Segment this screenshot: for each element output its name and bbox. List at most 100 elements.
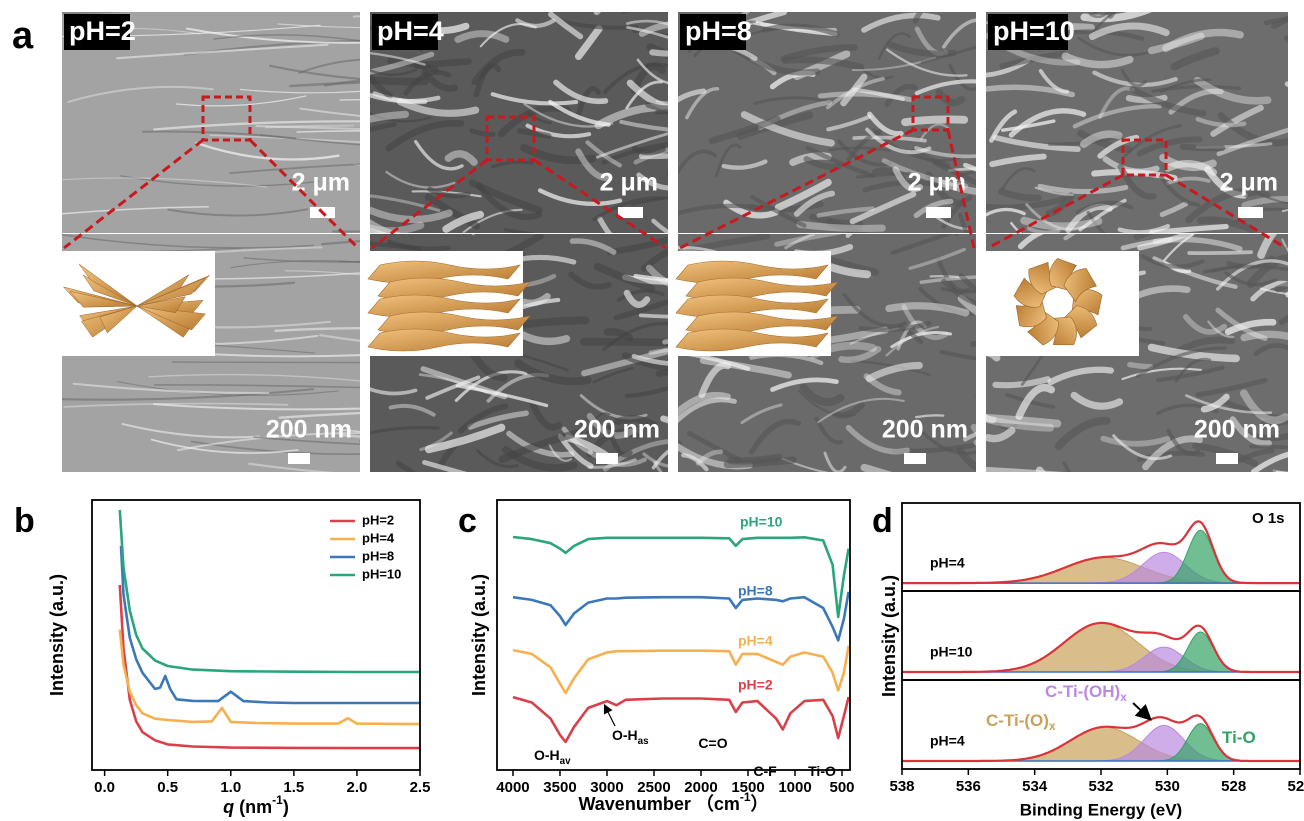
page: apH=22 μm200 nmpH=42 μm200 nmpH=82 μm200… [0,0,1304,821]
chart-title: O 1s [1252,510,1285,527]
x-tick-label: 2.0 [346,779,367,796]
image-title: pH=2 [69,16,136,46]
x-tick-label: 500 [829,779,854,796]
x-axis-label: Binding Energy (eV) [1020,800,1182,819]
image-title-box: pH=4 [372,14,444,50]
scale-bar [904,453,926,464]
x-tick-label: 4000 [496,779,529,796]
component-label: Ti-O [1222,728,1256,747]
component-label: C-Ti-(OH)x [1045,682,1127,704]
image-title: pH=8 [685,16,752,46]
y-axis-label: Intensity (a.u.) [879,575,899,697]
texture-stroke [1293,227,1304,254]
subplot-name: pH=4 [930,733,965,749]
scale-label: 2 μm [600,169,658,197]
legend-label: pH=2 [362,512,394,527]
annotation: C=O [698,735,727,751]
annotation: O-Has [612,727,649,747]
scale-bar [1238,207,1263,218]
component-label: C-Ti-(O)x [986,711,1056,733]
series-line [513,646,849,693]
x-tick-label: 0.5 [157,779,178,796]
image-title: pH=10 [993,16,1075,46]
x-axis-label-part: ) [283,797,289,817]
x-axis-label-part: Wavenumber （cm [578,794,739,814]
x-tick-label: 532 [1088,778,1113,795]
x-tick-label: 3500 [543,779,576,796]
subplot-name: pH=4 [930,555,965,571]
annotation-sub: as [638,736,649,747]
x-tick-label: 528 [1221,778,1246,795]
x-axis-label: Wavenumber （cm-1） [578,790,768,814]
annotation-sub: av [560,756,571,767]
scale-label: 200 nm [266,416,352,444]
annotation-main: C=O [698,735,727,751]
x-axis-label-part: -1 [740,790,751,804]
subplot-name: pH=10 [930,644,973,660]
scale-label: 2 μm [1220,169,1278,197]
scale-bar [1216,453,1238,464]
texture-stroke [1301,383,1304,405]
texture-stroke [1287,84,1304,92]
scale-bar [596,453,618,464]
texture-stroke [1288,281,1304,294]
panel-label: c [458,502,477,540]
image-title-box: pH=10 [988,14,1075,50]
series-label: pH=2 [738,677,773,693]
annotation: O-Hav [534,747,571,767]
annotation-main: O-H [612,727,638,743]
x-tick-label: 1.5 [283,779,304,796]
texture-stroke [1189,252,1251,253]
x-tick-label: 1000 [778,779,811,796]
texture-stroke [624,0,695,12]
x-tick-label: 536 [956,778,981,795]
scale-bar [288,453,310,464]
image-title: pH=4 [377,16,444,46]
y-axis-label: Intensity (a.u.) [469,574,489,696]
texture-stroke [1277,472,1304,487]
series-line [513,592,849,641]
series-line [513,537,849,617]
component-label-sub: x [1049,719,1056,733]
component-label-main: Ti-O [1222,728,1256,747]
texture-stroke [1274,471,1304,489]
component-label-main: C-Ti-(OH) [1045,682,1120,701]
x-tick-label: 2.5 [410,779,431,796]
texture-stroke [1297,455,1304,469]
x-axis-label-part: (nm [234,797,272,817]
texture-stroke [1183,147,1222,149]
x-tick-label: 530 [1155,778,1180,795]
component-label-main: C-Ti-(O) [986,711,1049,730]
texture-stroke [43,1,229,13]
texture-stroke [800,224,883,228]
x-tick-label: 1.0 [220,779,241,796]
x-axis-label: q (nm-1) [223,793,289,817]
panel-label: d [872,502,893,540]
plot-frame [497,500,850,770]
scale-label: 200 nm [1194,416,1280,444]
panel-label: a [12,15,34,57]
figure: apH=22 μm200 nmpH=42 μm200 nmpH=82 μm200… [0,0,1304,821]
scale-bar [618,207,643,218]
image-title-box: pH=8 [680,14,752,50]
annotation-arrow [605,706,615,726]
texture-stroke [597,0,654,12]
texture-stroke [1040,470,1069,483]
x-tick-label: 538 [889,778,914,795]
x-axis-label-part: ） [751,794,769,814]
texture-stroke [584,342,669,343]
panel-label: b [14,502,35,540]
x-axis-label-part: q [223,797,234,817]
scale-label: 200 nm [882,416,968,444]
legend-label: pH=8 [362,548,394,563]
x-tick-label: 526 [1287,778,1304,795]
series-label: pH=10 [740,514,783,530]
series-label: pH=4 [738,633,773,649]
scale-label: 200 nm [574,416,660,444]
x-tick-label: 534 [1022,778,1048,795]
legend-label: pH=4 [362,530,395,545]
legend-label: pH=10 [362,566,401,581]
x-tick-label: 0.0 [94,779,115,796]
series-label: pH=8 [738,583,773,599]
component-label-sub: x [1120,690,1127,704]
